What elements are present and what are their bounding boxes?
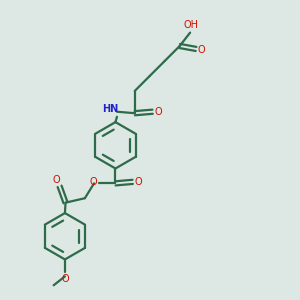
Text: O: O (135, 177, 142, 187)
Text: HN: HN (102, 104, 119, 114)
Text: OH: OH (183, 20, 198, 30)
Text: O: O (155, 107, 162, 117)
Text: O: O (53, 175, 60, 185)
Text: O: O (61, 274, 69, 284)
Text: O: O (198, 45, 205, 56)
Text: O: O (89, 177, 97, 187)
